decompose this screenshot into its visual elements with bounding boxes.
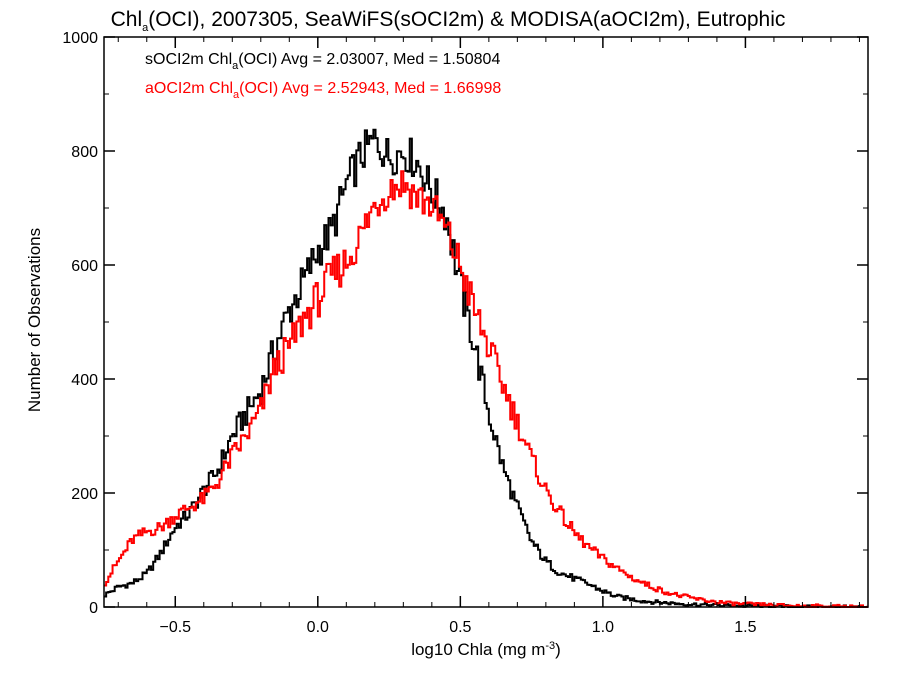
legend-aoci2m-suffix: (OCI) Avg = 2.52943, Med = 1.66998 [239,80,501,97]
series-line-aoci2m [104,170,869,608]
plot-area [104,128,869,608]
svg-text:Chla(OCI), 2007305, SeaWiFS(sO: Chla(OCI), 2007305, SeaWiFS(sOCI2m) & MO… [111,8,786,34]
y-tick-label: 200 [71,486,98,503]
x-tick-label: 1.5 [734,619,756,636]
y-tick-label: 600 [71,258,98,275]
y-tick-label: 1000 [62,30,98,47]
y-axis-title: Number of Observations [25,228,44,412]
y-tick-label: 800 [71,144,98,161]
legend-entry-soci2m: sOCI2m Chla(OCI) Avg = 2.03007, Med = 1.… [145,51,500,72]
x-tick-label: 0.5 [449,619,471,636]
legend-soci2m-subscript: a [232,60,239,72]
chart-title-prefix: Chl [111,8,143,31]
legend: sOCI2m Chla(OCI) Avg = 2.03007, Med = 1.… [145,51,501,101]
y-axis: 0 200 400 600 800 1000 [62,30,868,617]
legend-aoci2m-prefix: aOCI2m Chl [145,80,233,97]
chart-title-suffix: (OCI), 2007305, SeaWiFS(sOCI2m) & MODISA… [148,8,785,31]
series-line-soci2m [104,128,868,608]
chart-title: Chla(OCI), 2007305, SeaWiFS(sOCI2m) & MO… [111,8,786,34]
chart-title-subscript: a [142,22,149,34]
plot-frame [103,36,869,608]
x-axis-title-prefix: log10 Chla (mg m [411,640,545,659]
x-axis: −0.5 0.0 0.5 1.0 1.5 [117,37,860,636]
legend-soci2m-suffix: (OCI) Avg = 2.03007, Med = 1.50804 [238,51,500,68]
x-tick-label: −0.5 [159,619,191,636]
x-axis-title-suffix: ) [555,640,561,659]
legend-soci2m-prefix: sOCI2m Chl [145,51,232,68]
y-tick-label: 400 [71,372,98,389]
x-axis-title-superscript: -3 [545,640,555,652]
x-tick-label: 1.0 [592,619,614,636]
legend-entry-aoci2m: aOCI2m Chla(OCI) Avg = 2.52943, Med = 1.… [145,80,501,101]
x-axis-title: log10 Chla (mg m-3) [411,640,561,659]
y-tick-label: 0 [89,600,98,617]
x-tick-label: 0.0 [307,619,329,636]
legend-aoci2m-subscript: a [233,89,240,101]
